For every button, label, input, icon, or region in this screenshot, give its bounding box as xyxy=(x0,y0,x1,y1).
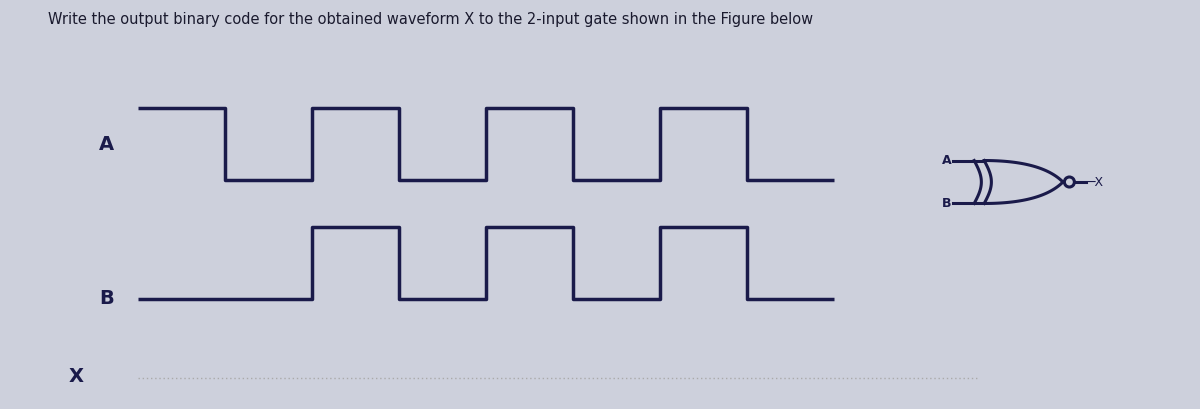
Text: X: X xyxy=(70,367,84,386)
Text: A: A xyxy=(98,135,114,154)
Text: Write the output binary code for the obtained waveform X to the 2-input gate sho: Write the output binary code for the obt… xyxy=(48,12,814,27)
Text: B: B xyxy=(100,289,114,308)
Text: A: A xyxy=(942,154,952,167)
Text: ─X: ─X xyxy=(1087,175,1104,189)
Text: B: B xyxy=(942,197,952,210)
